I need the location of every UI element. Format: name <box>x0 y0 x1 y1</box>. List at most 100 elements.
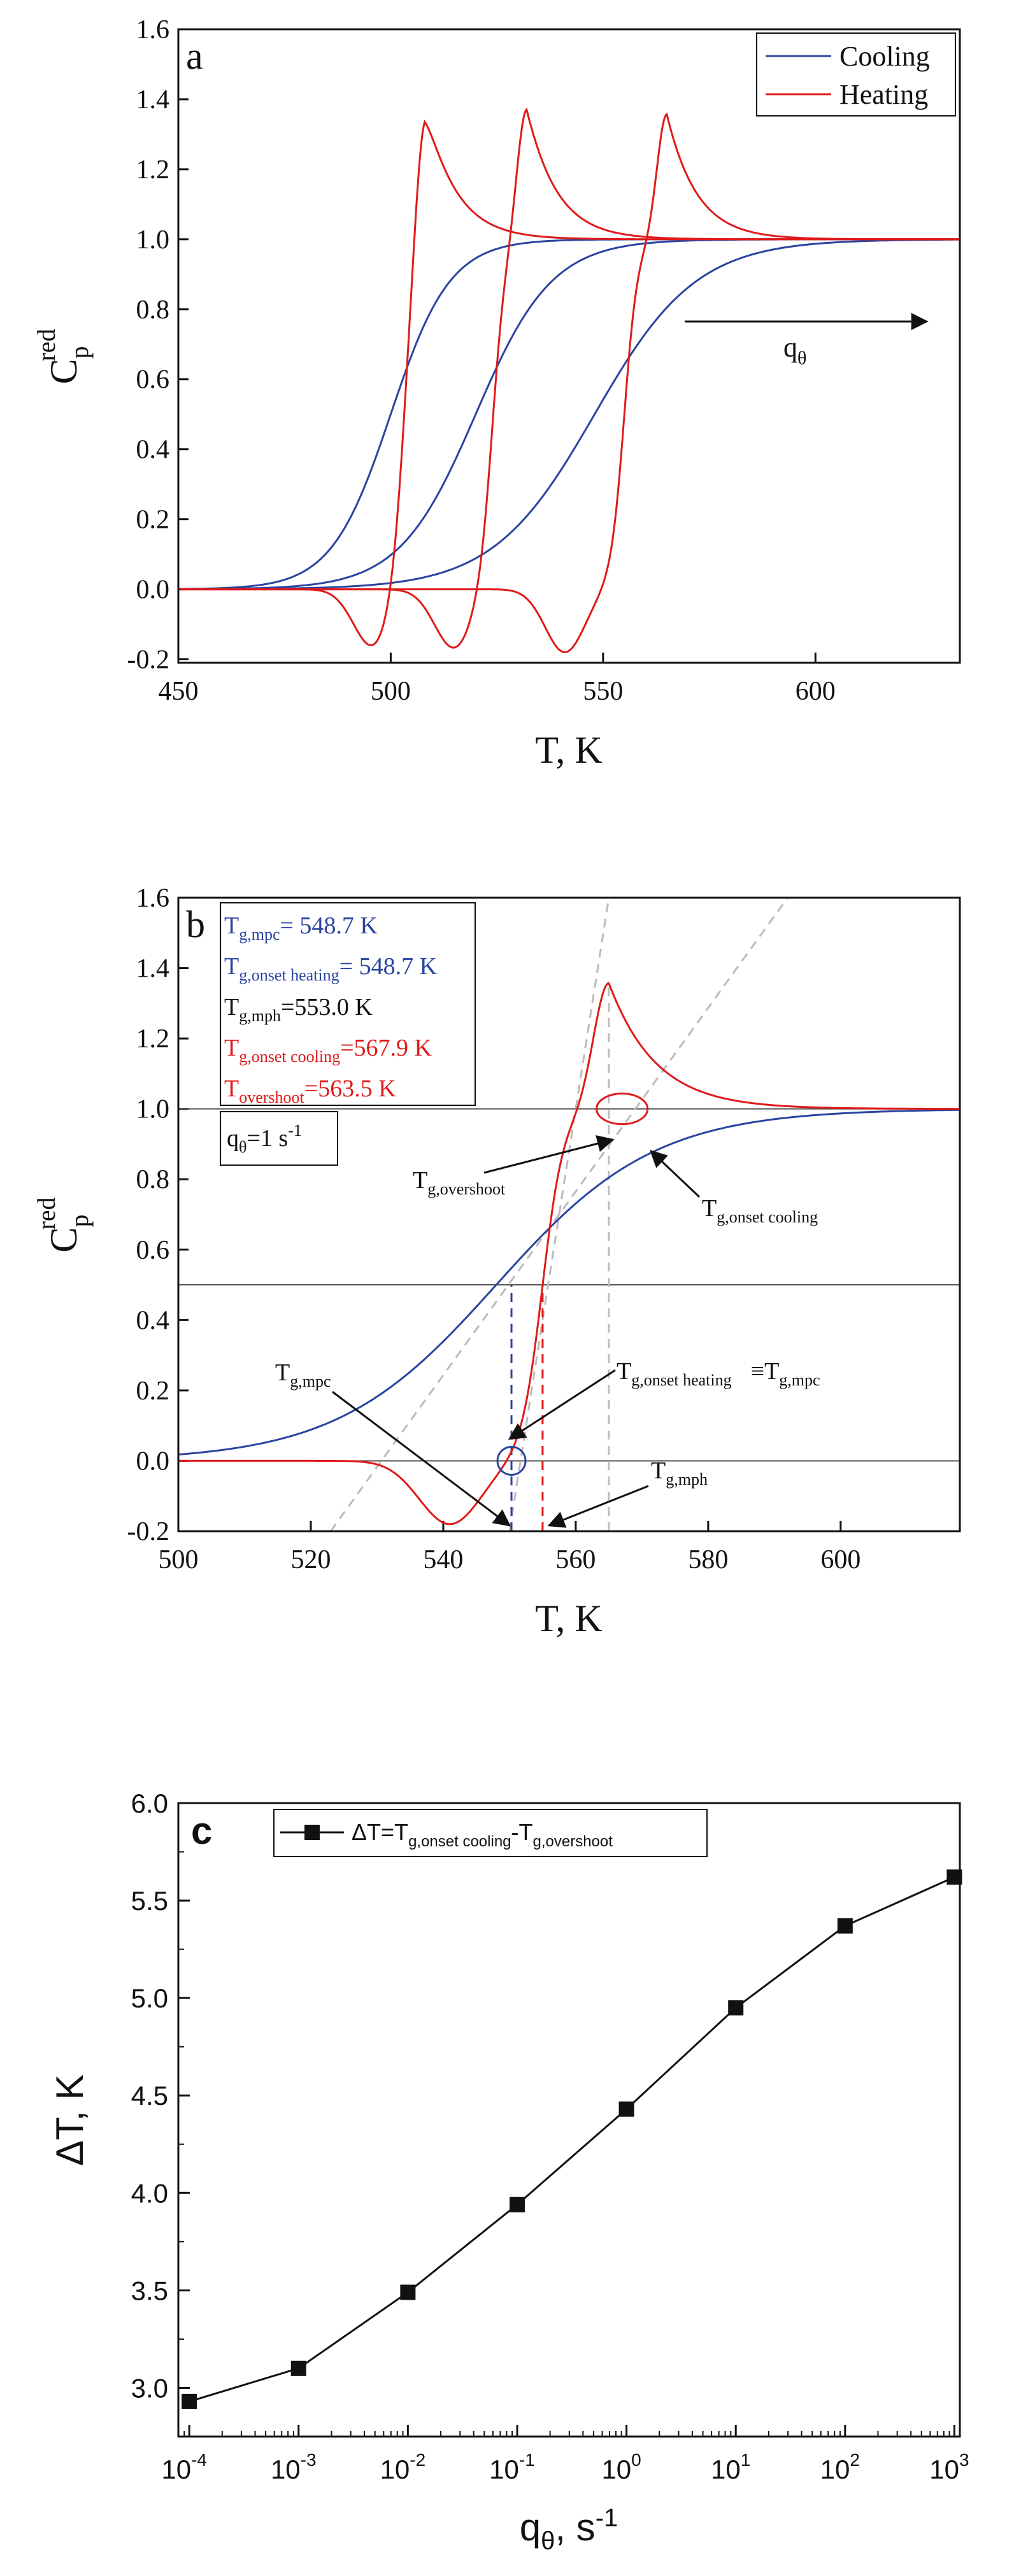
cooling-curve-1 <box>178 238 960 590</box>
panel-b-ylabel: Cpred <box>32 1197 94 1252</box>
legend-cooling-label: Cooling <box>839 41 930 72</box>
panel-a-ytick-label: 0.8 <box>136 295 170 325</box>
cooling-curve-2 <box>178 238 960 590</box>
panel-b-grid-ticks: 500 520 540 560 580 600 -0.2 0.0 0.2 0.4 0.6 0.8 1.0… <box>127 884 861 1575</box>
panel-a-ytick-label: 0.0 <box>136 576 170 605</box>
panel-a-ytick-label: 1.6 <box>136 15 170 45</box>
arrow-overshoot <box>483 1135 615 1174</box>
delta-t-point <box>837 1918 853 1934</box>
panel-b-ytick-label: -0.2 <box>127 1517 170 1546</box>
panel-b-xtick-label: 500 <box>159 1545 199 1575</box>
panel-c: 10-4 10-3 10-2 10-1 100 101 102 103 3.0 3.5 4.0 4.5… <box>48 1788 969 2555</box>
panel-c-xlabel: qθ, s-1 <box>520 2504 618 2555</box>
panel-b-label: b <box>186 903 205 945</box>
ann-mph: Tg,mph <box>651 1457 708 1489</box>
panel-a-xtick-label: 550 <box>583 677 623 706</box>
delta-t-point <box>618 2101 634 2117</box>
panel-a-ytick-label: 0.2 <box>136 506 170 535</box>
panel-b-annotation-arrows <box>332 1135 701 1528</box>
delta-t-point <box>400 2284 416 2300</box>
panel-c-ytick-label: 4.0 <box>131 2178 168 2208</box>
panel-c-xtick-label: 102 <box>820 2450 860 2484</box>
panel-c-ylabel: ΔT, K <box>48 2074 91 2165</box>
panel-a-ytick-label: 0.6 <box>136 365 170 395</box>
ann-onset-heating: Tg,onset heating ≡Tg,mpc <box>617 1358 820 1389</box>
svg-text:qθ=1 s-1: qθ=1 s-1 <box>227 1121 302 1156</box>
panel-c-ytick-label: 4.5 <box>131 2081 168 2111</box>
panel-b-xtick-label: 580 <box>688 1545 728 1575</box>
ann-mpc: Tg,mpc <box>275 1359 331 1391</box>
panel-c-xtick-label: 10-1 <box>489 2450 535 2484</box>
panel-b-xtick-label: 560 <box>555 1545 596 1575</box>
panel-a-ytick-label: 0.4 <box>136 435 170 465</box>
panel-a-frame <box>177 28 961 664</box>
panel-b-info-box: Tg,mpc= 548.7 K Tg,onset heating= 548.7 … <box>220 902 476 1107</box>
panel-b-frame <box>177 896 961 1532</box>
panel-b-xtick-label: 600 <box>820 1545 860 1575</box>
delta-t-point <box>728 2000 744 2016</box>
cooling-curve-3 <box>178 238 960 590</box>
panel-a-ytick-label: 1.2 <box>136 155 170 185</box>
panel-c-ytick-label: 3.5 <box>131 2275 168 2305</box>
panel-a-xtick-label: 450 <box>159 677 199 706</box>
heating-curve <box>178 982 959 1525</box>
panel-c-legend-box <box>273 1809 708 1857</box>
panel-b-ytick-label: 1.6 <box>136 884 170 913</box>
panel-c-ytick-label: 5.5 <box>131 1886 168 1916</box>
delta-t-line <box>189 1876 955 2403</box>
ann-onset-cooling: Tg,onset cooling <box>702 1195 818 1226</box>
arrow-mph <box>547 1485 649 1528</box>
panel-b-ytick-label: 1.2 <box>136 1024 170 1054</box>
panel-a-legend: Cooling Heating <box>756 32 956 117</box>
info-tg-mpc: Tg,mpc= 548.7 K <box>224 912 378 944</box>
onset-heating-marker <box>496 1445 527 1476</box>
panel-a-ytick-label: 1.4 <box>136 85 170 115</box>
panel-c-xtick-label: 10-3 <box>271 2450 317 2484</box>
panel-a-ytick-label: -0.2 <box>127 646 170 675</box>
arrow-onset-cooling <box>650 1150 701 1198</box>
panel-b-xtick-label: 540 <box>423 1545 463 1575</box>
cooling-curve <box>178 1108 960 1455</box>
panel-a-legend-box <box>756 32 956 117</box>
panel-b-ytick-label: 1.4 <box>136 954 170 984</box>
panel-a-ytick-label: 1.0 <box>136 225 170 255</box>
panel-a-curves <box>178 107 960 653</box>
svg-text:Cpred: Cpred <box>32 1197 94 1252</box>
panel-c-xtick-label: 10-2 <box>380 2450 426 2484</box>
legend-heating-label: Heating <box>839 79 928 110</box>
arrow-mpc <box>332 1391 511 1527</box>
panel-b: 500 520 540 560 580 600 -0.2 0.0 0.2 0.4 0.6 0.8 1.0… <box>32 884 961 1639</box>
panel-c-frame <box>177 1802 961 2438</box>
panel-c-grid-ticks: 10-4 10-3 10-2 10-1 100 101 102 103 3.0 3.5 4.0 4.5… <box>131 1788 969 2484</box>
heating-curve-3 <box>178 112 960 653</box>
info-tg-mph: Tg,mph=553.0 K <box>224 994 373 1025</box>
panel-c-label: c <box>191 1809 212 1852</box>
panel-a-xlabel: T, K <box>535 729 603 771</box>
heating-curve-1 <box>178 119 960 647</box>
panel-c-xtick-label: 101 <box>711 2450 750 2484</box>
panel-c-xtick-label: 100 <box>601 2450 641 2484</box>
panel-b-ytick-label: 0.8 <box>136 1165 170 1194</box>
panel-b-ytick-label: 0.6 <box>136 1236 170 1265</box>
panel-b-ytick-label: 0.0 <box>136 1447 170 1476</box>
panel-b-curves <box>178 982 960 1525</box>
panel-b-rate-box: qθ=1 s-1 <box>220 1111 338 1166</box>
cooling-tangent-line <box>329 897 789 1532</box>
panel-a-xtick-label: 500 <box>371 677 411 706</box>
arrow-onset-heating <box>508 1369 616 1440</box>
svg-text:Cpred: Cpred <box>32 329 94 384</box>
info-tg-onset-heating: Tg,onset heating= 548.7 K <box>224 953 438 984</box>
panel-a: 450 500 550 600 -0.2 0.0 0.2 0.4 0.6 0.8 1.0 1.2 1.4… <box>32 15 961 771</box>
panel-c-xtick-label: 103 <box>929 2450 969 2484</box>
panel-a-ylabel: Cpred <box>32 329 94 384</box>
panel-c-legend-label: ΔT=Tg,onset cooling-Tg,overshoot <box>352 1819 613 1850</box>
info-t-overshoot: Tovershoot=563.5 K <box>224 1075 396 1107</box>
rate-arrow-label: qθ <box>783 332 806 369</box>
panel-c-series <box>182 1869 962 2409</box>
panel-c-ytick-label: 3.0 <box>131 2373 168 2403</box>
delta-t-point <box>182 2393 197 2409</box>
panel-b-xtick-label: 520 <box>290 1545 331 1575</box>
panel-b-xlabel: T, K <box>535 1597 603 1639</box>
panel-b-ytick-label: 0.2 <box>136 1376 170 1406</box>
ann-overshoot: Tg,overshoot <box>413 1167 506 1198</box>
